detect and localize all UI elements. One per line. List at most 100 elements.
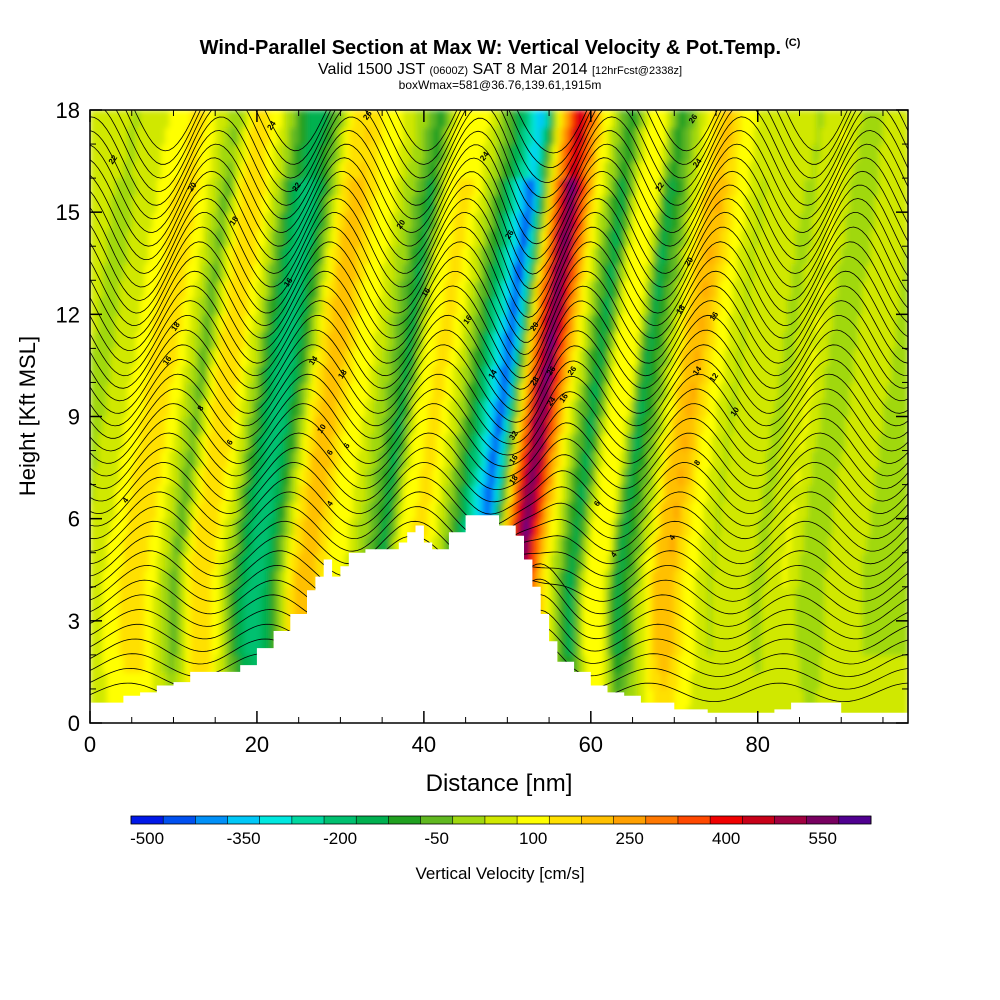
velocity-cell [440,365,446,384]
velocity-cell [198,569,204,588]
velocity-cell [290,433,296,452]
velocity-cell [453,365,459,384]
velocity-cell [620,535,626,554]
velocity-cell [578,399,584,418]
velocity-cell [540,348,546,367]
velocity-cell [741,484,747,503]
velocity-cell [323,348,329,367]
velocity-cell [524,484,530,503]
velocity-cell [807,399,813,418]
velocity-cell [569,484,575,503]
velocity-cell [707,671,713,690]
velocity-cell [144,501,150,520]
velocity-cell [657,314,663,333]
velocity-cell [528,297,534,316]
velocity-cell [211,569,217,588]
velocity-cell [665,671,671,690]
velocity-cell [607,416,613,435]
velocity-cell [227,348,233,367]
velocity-cell [340,467,346,486]
velocity-cell [236,637,242,656]
velocity-cell [678,467,684,486]
velocity-cell [786,552,792,571]
velocity-cell [206,484,212,503]
velocity-cell [432,433,438,452]
velocity-cell [365,331,371,350]
velocity-cell [807,348,813,367]
velocity-cell [874,603,880,622]
velocity-cell [766,535,772,554]
velocity-cell [407,382,413,401]
velocity-cell [624,399,630,418]
velocity-cell [348,484,354,503]
velocity-cell [256,569,262,588]
velocity-cell [215,518,221,537]
velocity-cell [870,365,876,384]
velocity-cell [753,416,759,435]
velocity-cell [302,501,308,520]
velocity-cell [716,399,721,418]
velocity-cell [181,450,187,469]
velocity-cell [837,467,843,486]
velocity-cell [853,484,859,503]
velocity-cell [453,518,459,537]
velocity-cell [407,467,413,486]
velocity-cell [549,467,555,486]
velocity-cell [336,518,342,537]
velocity-cell [578,348,584,367]
velocity-cell [94,331,100,350]
velocity-cell [678,382,684,401]
velocity-cell [561,331,567,350]
velocity-cell [419,280,425,299]
velocity-cell [461,297,467,316]
velocity-cell [269,484,275,503]
velocity-cell [582,518,588,537]
velocity-cell [223,433,229,452]
velocity-cell [511,399,517,418]
velocity-cell [165,399,171,418]
velocity-cell [711,535,717,554]
velocity-cell [344,467,350,486]
velocity-cell [298,484,304,503]
velocity-cell [486,433,492,452]
velocity-cell [640,348,646,367]
velocity-cell [686,603,692,622]
velocity-cell [286,382,292,401]
velocity-cell [177,297,183,316]
velocity-cell [453,450,459,469]
velocity-cell [632,399,638,418]
velocity-cell [699,467,705,486]
velocity-cell [586,484,592,503]
velocity-cell [778,518,784,537]
velocity-cell [866,671,872,690]
velocity-cell [177,552,183,571]
velocity-cell [624,450,630,469]
velocity-cell [261,603,267,622]
velocity-cell [853,331,859,350]
velocity-cell [820,654,826,673]
velocity-cell [707,620,713,639]
velocity-cell [219,433,225,452]
velocity-cell [503,382,509,401]
velocity-cell [607,365,613,384]
velocity-cell [223,484,229,503]
velocity-cell [853,637,859,656]
velocity-cell [173,399,179,418]
velocity-cell [624,654,630,673]
velocity-cell [661,399,667,418]
velocity-cell [152,637,158,656]
velocity-cell [478,399,484,418]
velocity-cell [841,688,847,707]
velocity-cell [165,518,171,537]
velocity-cell [799,535,805,554]
velocity-cell [511,297,517,316]
velocity-cell [302,314,308,333]
velocity-cell [574,314,580,333]
velocity-cell [252,484,258,503]
velocity-cell [194,382,200,401]
velocity-cell [807,484,813,503]
velocity-cell [899,552,905,571]
velocity-cell [198,586,204,605]
velocity-cell [857,671,863,690]
velocity-cell [745,467,751,486]
